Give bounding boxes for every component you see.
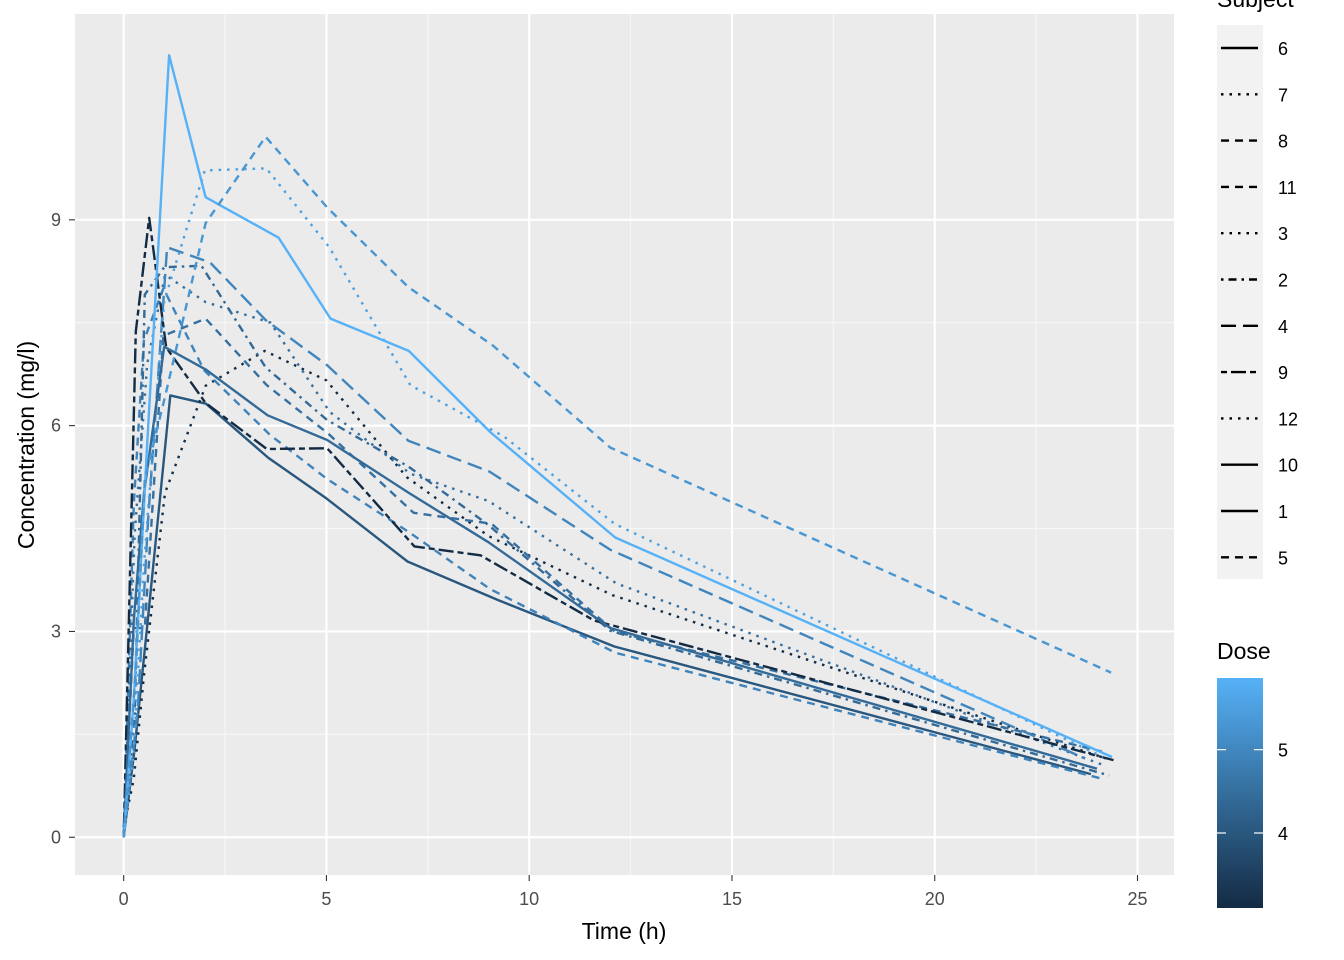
legend-subject: Subject 6 7 8 11 3 2 4 9 12 10 1 5 xyxy=(1217,0,1298,579)
series-line-subject-10 xyxy=(122,345,1098,838)
series-lines xyxy=(122,54,1115,838)
legend-label-subject-4: 4 xyxy=(1278,317,1288,337)
x-axis: 0 5 10 15 20 25 xyxy=(119,875,1148,909)
series-line-subject-1 xyxy=(122,54,1113,838)
x-tick-label: 0 xyxy=(119,889,129,909)
x-tick-label: 20 xyxy=(925,889,945,909)
x-tick-label: 15 xyxy=(722,889,742,909)
y-axis-title: Concentration (mg/l) xyxy=(13,341,39,549)
plot-panel xyxy=(75,14,1174,875)
legend-label-subject-7: 7 xyxy=(1278,85,1288,105)
legend-dose-title: Dose xyxy=(1217,638,1271,664)
series-line-subject-3 xyxy=(122,273,1105,838)
legend-label-subject-10: 10 xyxy=(1278,456,1298,476)
y-tick-label: 9 xyxy=(51,210,61,230)
dose-colorbar xyxy=(1217,678,1263,908)
legend-label-subject-6: 6 xyxy=(1278,39,1288,59)
legend-label-subject-2: 2 xyxy=(1278,271,1288,291)
series-line-subject-9 xyxy=(122,216,1115,838)
legend-subject-background xyxy=(1217,25,1263,579)
legend-label-subject-1: 1 xyxy=(1278,502,1288,522)
series-line-subject-6 xyxy=(122,394,1092,838)
x-tick-label: 10 xyxy=(519,889,539,909)
legend-dose: Dose 45 xyxy=(1217,638,1288,908)
series-line-subject-11 xyxy=(122,287,1101,838)
dose-tick-label: 5 xyxy=(1278,741,1288,761)
y-tick-label: 3 xyxy=(51,621,61,641)
series-line-subject-4 xyxy=(122,246,1086,838)
y-tick-label: 6 xyxy=(51,416,61,436)
x-tick-label: 25 xyxy=(1127,889,1147,909)
legend-label-subject-8: 8 xyxy=(1278,132,1288,152)
minor-grid xyxy=(75,14,1174,875)
legend-label-subject-5: 5 xyxy=(1278,548,1288,568)
legend-label-subject-11: 11 xyxy=(1278,178,1297,198)
legend-label-subject-3: 3 xyxy=(1278,224,1288,244)
legend-subject-title: Subject xyxy=(1217,0,1294,12)
y-axis: 0 3 6 9 xyxy=(51,210,75,847)
legend-label-subject-9: 9 xyxy=(1278,363,1288,383)
legend-label-subject-12: 12 xyxy=(1278,409,1298,429)
x-axis-title: Time (h) xyxy=(582,918,667,944)
dose-colorbar-ticks: 45 xyxy=(1217,741,1288,844)
y-tick-label: 0 xyxy=(51,827,61,847)
series-line-subject-5 xyxy=(122,135,1112,838)
dose-tick-label: 4 xyxy=(1278,824,1288,844)
legend-subject-entries: 6 7 8 11 3 2 4 9 12 10 1 5 xyxy=(1221,39,1298,568)
x-tick-label: 5 xyxy=(321,889,331,909)
series-line-subject-2 xyxy=(122,264,1110,838)
